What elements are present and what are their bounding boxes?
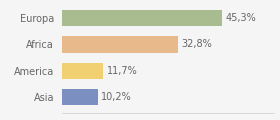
Bar [62,89,98,105]
Bar [62,10,222,26]
Text: 32,8%: 32,8% [181,39,212,49]
Text: 45,3%: 45,3% [226,13,256,23]
Bar [62,36,178,53]
Text: 10,2%: 10,2% [101,92,132,102]
Text: 11,7%: 11,7% [107,66,137,76]
Bar [62,63,103,79]
